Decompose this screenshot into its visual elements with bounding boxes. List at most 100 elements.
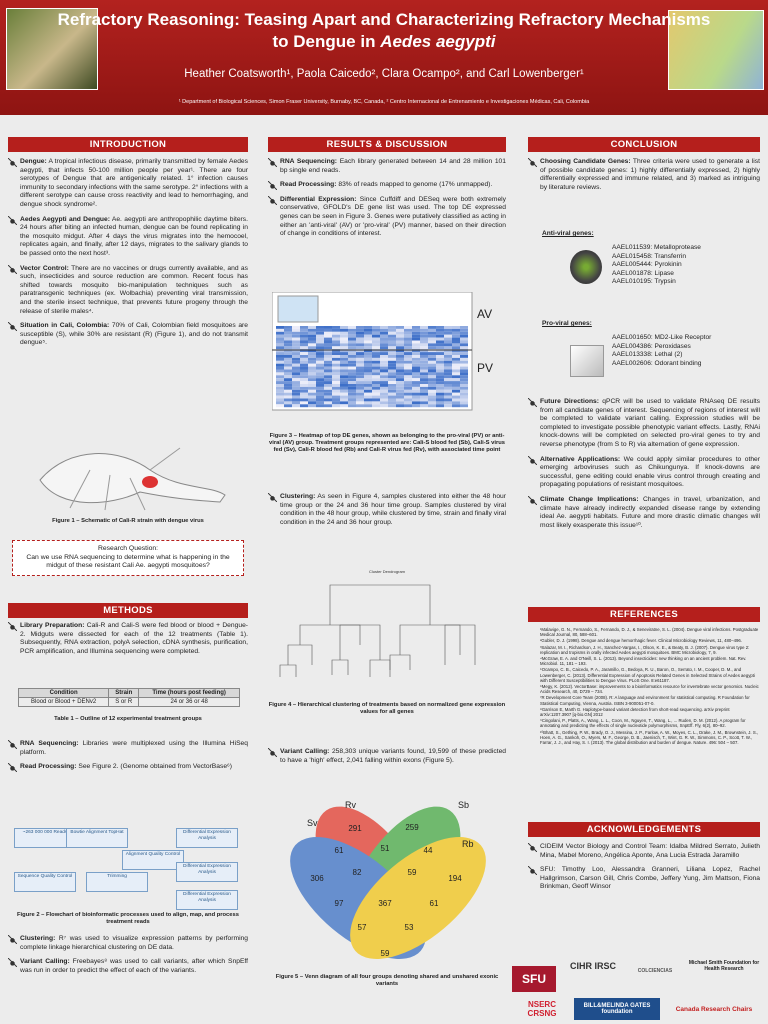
- heatmap-cell: [340, 357, 348, 361]
- heatmap-cell: [284, 378, 292, 382]
- heatmap-cell: [452, 392, 460, 396]
- heatmap-cell: [452, 378, 460, 382]
- heatmap-cell: [308, 357, 316, 361]
- heatmap-cell: [372, 355, 380, 358]
- heatmap-cell: [444, 326, 452, 329]
- heatmap-cell: [332, 334, 340, 338]
- heatmap-cell: [332, 326, 340, 329]
- dendrogram-title: Cluster Dendrogram: [369, 569, 406, 574]
- paragraph-lead: Variant Calling:: [280, 748, 330, 755]
- heatmap-cell: [364, 375, 372, 379]
- heatmap-cell: [452, 389, 460, 393]
- heatmap-cell: [452, 372, 460, 376]
- heatmap-cell: [340, 343, 348, 347]
- heatmap-cell: [348, 378, 356, 382]
- heatmap-cell: [412, 360, 420, 364]
- logo: Canada Research Chairs: [675, 1005, 753, 1013]
- heatmap-cell: [364, 369, 372, 373]
- heatmap-cell: [412, 337, 420, 341]
- heatmap-cell: [388, 401, 396, 405]
- heatmap-cell: [348, 404, 356, 408]
- heatmap-cell: [420, 386, 428, 390]
- heatmap-cell: [396, 343, 404, 347]
- heatmap-cell: [388, 366, 396, 370]
- heatmap-cell: [460, 392, 468, 396]
- heatmap-cell: [420, 375, 428, 379]
- heatmap-cell: [364, 360, 372, 364]
- heatmap-cell: [428, 346, 436, 350]
- flow-box: Differential Expression Analysis: [176, 828, 238, 848]
- heatmap-cell: [444, 395, 452, 399]
- heatmap-cell: [420, 360, 428, 364]
- heatmap-cell: [412, 343, 420, 347]
- heatmap-cell: [308, 366, 316, 370]
- heatmap-cell: [356, 328, 364, 332]
- heatmap-cell: [276, 378, 284, 382]
- heatmap-cell: [444, 404, 452, 408]
- heatmap-cell: [276, 366, 284, 370]
- heatmap-cell: [452, 381, 460, 384]
- heatmap-cell: [380, 389, 388, 393]
- heatmap-cell: [356, 372, 364, 376]
- paragraph: SFU: Timothy Loo, Alessandra Granneri, L…: [528, 866, 760, 892]
- heatmap-cell: [300, 340, 308, 344]
- heatmap-cell: [404, 398, 412, 402]
- section-heading: INTRODUCTION: [8, 137, 248, 152]
- heatmap-cell: [284, 355, 292, 358]
- heatmap-cell: [332, 395, 340, 399]
- heatmap-cell: [420, 331, 428, 335]
- heatmap-cell: [356, 337, 364, 341]
- heatmap-cell: [308, 386, 316, 390]
- heatmap-cell: [332, 331, 340, 335]
- heatmap-cell: [420, 349, 428, 353]
- heatmap-cell: [436, 375, 444, 379]
- heatmap-cell: [404, 326, 412, 329]
- heatmap-cell: [396, 326, 404, 329]
- heatmap-cell: [452, 349, 460, 353]
- heatmap-cell: [412, 401, 420, 405]
- heatmap-cell: [412, 381, 420, 384]
- dendrogram-branch: [329, 584, 431, 625]
- paragraph-lead: Read Processing:: [20, 763, 77, 771]
- heatmap-cell: [372, 369, 380, 373]
- heatmap-cell: [356, 355, 364, 358]
- heatmap-cell: [276, 337, 284, 341]
- heatmap-cell: [292, 352, 300, 355]
- heatmap-cell: [276, 401, 284, 405]
- flow-box: Sequence Quality Control: [14, 872, 76, 892]
- heatmap-cell: [380, 384, 388, 387]
- heatmap-cell: [388, 372, 396, 376]
- heatmap-cell: [348, 346, 356, 350]
- heatmap-cell: [372, 360, 380, 364]
- heatmap-cell: [340, 386, 348, 390]
- heatmap-cell: [324, 340, 332, 344]
- figure-2: ~263 000 000 Reads Bowtie Alignment TopHa…: [14, 828, 244, 910]
- heatmap-cell: [380, 340, 388, 344]
- heatmap-cell: [452, 375, 460, 379]
- heatmap-cell: [292, 404, 300, 408]
- heatmap-cell: [308, 326, 316, 329]
- heatmap-cell: [284, 340, 292, 344]
- heatmap-cell: [340, 355, 348, 358]
- heatmap-cell: [340, 366, 348, 370]
- heatmap-cell: [300, 381, 308, 384]
- paragraph: Future Directions: qPCR will be used to …: [528, 398, 760, 450]
- heatmap-cell: [348, 392, 356, 396]
- heatmap-cell: [324, 357, 332, 361]
- paragraph-lead: Read Processing:: [280, 181, 337, 189]
- heatmap-cell: [436, 340, 444, 344]
- heatmap-cell: [444, 360, 452, 364]
- heatmap-cell: [284, 352, 292, 355]
- heatmap-cell: [340, 395, 348, 399]
- section-body: Clustering: As seen in Figure 4, samples…: [268, 493, 506, 533]
- heatmap-cell: [340, 360, 348, 364]
- heatmap-cell: [292, 363, 300, 367]
- heatmap-cell: [324, 366, 332, 370]
- heatmap-cell: [396, 381, 404, 384]
- heatmap-cell: [444, 337, 452, 341]
- heatmap-cell: [460, 375, 468, 379]
- venn-set-label: Rb: [462, 839, 474, 849]
- heatmap-cell: [340, 326, 348, 329]
- heatmap-cell: [404, 328, 412, 332]
- heatmap-cell: [372, 331, 380, 335]
